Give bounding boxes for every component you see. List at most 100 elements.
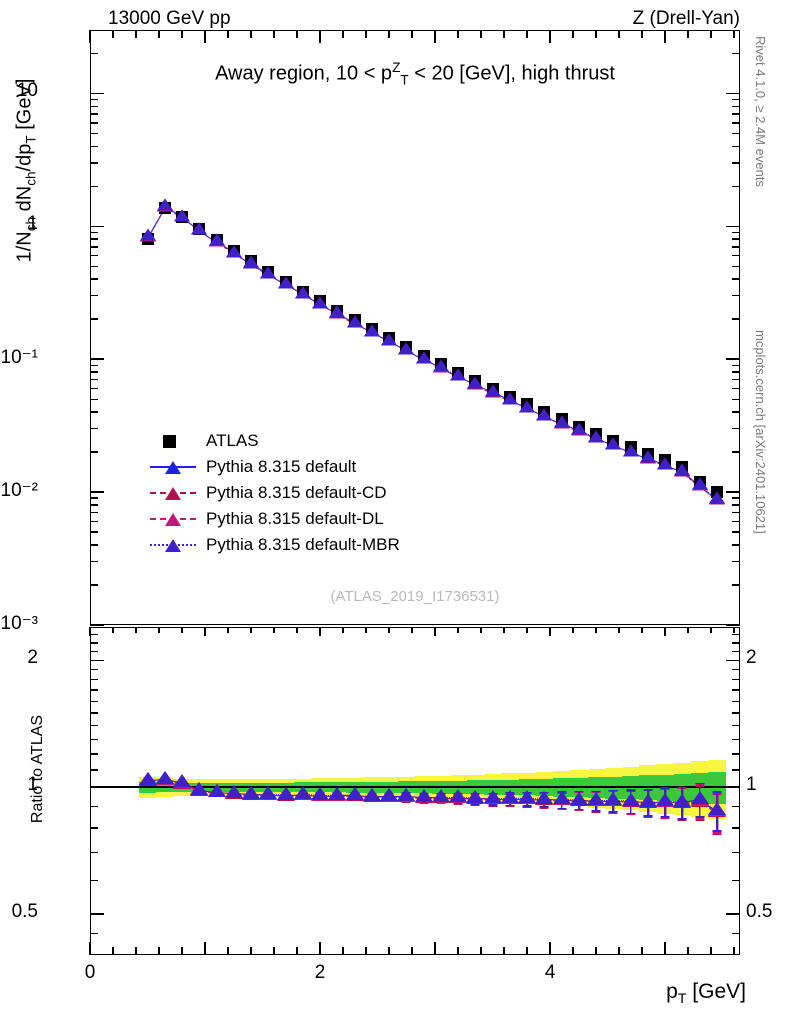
x-tick-label: 4	[544, 962, 556, 983]
y-minor-tick-right	[732, 246, 740, 248]
ratio-error-cap	[660, 787, 670, 790]
ratio-minor-tick-right	[732, 769, 740, 771]
ylabel-b: dN	[13, 185, 36, 217]
y-minor-tick-right	[732, 98, 740, 101]
ratio-minor-tick-right	[732, 738, 740, 740]
x-tick-bottom	[710, 947, 713, 955]
x-tick-bottom	[641, 947, 643, 955]
legend-entry-3[interactable]: Pythia 8.315 default-DL	[150, 506, 400, 532]
y-minor-tick	[90, 398, 98, 400]
ratio-y-axis-label: Ratio to ATLAS	[29, 714, 46, 824]
y-minor-tick	[90, 122, 98, 124]
main-mc-marker	[588, 430, 605, 443]
ratio-tick-label-right: 0.5	[746, 901, 773, 923]
plot-title-sub: T	[400, 72, 409, 88]
analysis-id-watermark: (ATLAS_2019_I1736531)	[330, 588, 500, 605]
x-tick-bottom	[664, 942, 666, 955]
y-minor-tick-right	[732, 544, 740, 546]
x-tick-ratio-top	[733, 627, 736, 633]
x-tick-ratio-top	[457, 627, 459, 633]
ratio-mc-marker	[414, 788, 433, 802]
x-tick-ratio-top	[641, 627, 643, 633]
ratio-minor-tick-right	[732, 700, 740, 702]
legend-marker-icon	[150, 431, 196, 451]
x-tick-ratio-top	[89, 627, 91, 637]
ratio-minor-tick	[90, 650, 98, 653]
ratio-mc-marker	[259, 786, 278, 800]
x-tick-ratio-top	[319, 627, 321, 637]
x-tick-bottom	[549, 942, 551, 955]
legend-triangle-marker	[165, 487, 181, 500]
y-minor-tick	[90, 231, 98, 234]
legend-label: ATLAS	[206, 431, 259, 450]
x-tick-ratio-top	[250, 627, 252, 633]
y-minor-tick	[90, 255, 98, 257]
plot-title-a: Away region, 10 < p	[215, 62, 393, 85]
y-minor-tick-right	[732, 132, 740, 135]
y-minor-tick-right	[732, 318, 740, 320]
y-minor-tick	[90, 584, 98, 586]
ratio-minor-tick	[90, 678, 98, 681]
y-tick-label: 10⁻¹	[0, 347, 39, 369]
x-tick-top	[526, 30, 528, 38]
x-tick-ratio-top	[572, 627, 574, 633]
ratio-minor-tick	[90, 913, 98, 915]
y-minor-tick	[90, 411, 98, 413]
x-tick-ratio-top	[526, 627, 528, 633]
ylabel-c: /dp	[13, 143, 36, 172]
legend-entry-1[interactable]: Pythia 8.315 default	[150, 454, 400, 480]
xlabel-b: [GeV]	[686, 980, 746, 1003]
y-minor-tick-right	[732, 278, 740, 280]
ratio-minor-tick	[90, 805, 98, 808]
ratio-minor-tick-right	[732, 689, 740, 691]
ratio-error-cap	[539, 806, 549, 808]
main-mc-marker	[191, 222, 208, 235]
legend-entry-0[interactable]: ATLAS	[150, 428, 400, 454]
legend-marker-icon	[150, 483, 196, 503]
ratio-tick-label: 1	[27, 774, 38, 796]
legend-entry-2[interactable]: Pythia 8.315 default-CD	[150, 480, 400, 506]
ratio-mc-marker	[397, 788, 416, 802]
ratio-minor-tick-right	[732, 805, 740, 808]
ratio-minor-tick-right	[732, 851, 740, 854]
x-tick-label: 2	[314, 962, 326, 983]
x-tick-ratio-top	[549, 627, 551, 637]
x-tick-bottom	[388, 947, 390, 955]
ratio-error-cap	[712, 830, 722, 832]
x-tick-bottom	[89, 942, 91, 955]
ratio-error-cap	[695, 819, 705, 821]
main-mc-marker	[277, 276, 294, 289]
main-mc-marker	[139, 228, 156, 241]
y-minor-tick-right	[732, 238, 740, 240]
ratio-mc-marker	[656, 793, 675, 807]
x-tick-bottom	[457, 947, 459, 955]
x-tick-top	[342, 30, 344, 38]
plot-title-sup: Z	[392, 60, 401, 75]
y-minor-tick-right	[732, 162, 740, 164]
ratio-minor-tick-right	[732, 753, 740, 755]
main-mc-marker	[691, 477, 708, 490]
x-tick-ratio-top	[296, 627, 298, 633]
main-mc-marker	[243, 256, 260, 269]
xlabel-sub: T	[677, 991, 687, 1008]
legend-entry-4[interactable]: Pythia 8.315 default-MBR	[150, 532, 400, 558]
ratio-minor-tick	[90, 669, 98, 671]
ratio-error-cap	[643, 815, 653, 817]
ratio-error-cap	[712, 833, 722, 835]
x-tick-ratio-top	[365, 627, 367, 633]
ratio-minor-tick-right	[732, 669, 740, 671]
ratio-tick-label: 0.5	[11, 901, 38, 923]
ratio-error-cap	[695, 782, 705, 785]
ratio-minor-tick	[90, 724, 98, 727]
x-tick-ratio-top	[411, 627, 413, 633]
x-tick-bottom	[158, 947, 160, 955]
ratio-mc-marker	[173, 774, 192, 788]
x-tick-top	[664, 30, 666, 43]
y-minor-tick-right	[732, 387, 740, 390]
x-tick-bottom	[687, 947, 690, 955]
main-mc-marker	[450, 368, 467, 381]
y-minor-tick	[90, 113, 98, 115]
x-tick-top	[296, 30, 298, 38]
ratio-mc-marker	[707, 801, 726, 815]
y-minor-tick	[90, 278, 98, 280]
